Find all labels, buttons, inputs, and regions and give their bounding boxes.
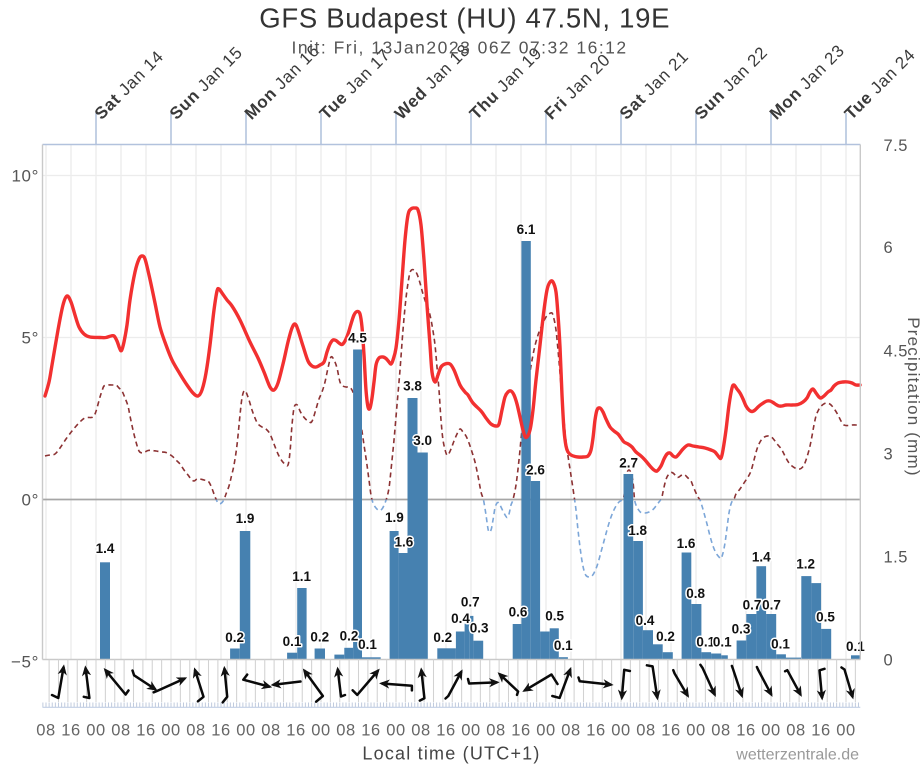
svg-text:0.1: 0.1 (696, 634, 715, 649)
svg-text:2.7: 2.7 (619, 456, 638, 471)
svg-text:1.9: 1.9 (385, 510, 404, 525)
svg-text:1.6: 1.6 (677, 536, 696, 551)
svg-text:1.5: 1.5 (884, 548, 908, 566)
svg-text:00: 00 (611, 722, 631, 740)
svg-text:08: 08 (561, 722, 581, 740)
svg-text:Precipitation (mm): Precipitation (mm) (904, 317, 921, 477)
svg-text:0.1: 0.1 (554, 638, 573, 653)
svg-text:0.2: 0.2 (433, 630, 452, 645)
svg-text:08: 08 (486, 722, 506, 740)
svg-text:4.5: 4.5 (348, 331, 367, 346)
svg-text:wetterzentrale.de: wetterzentrale.de (735, 747, 859, 764)
svg-text:1.9: 1.9 (236, 511, 255, 526)
svg-text:1.1: 1.1 (292, 569, 311, 584)
svg-text:08: 08 (636, 722, 656, 740)
svg-text:6: 6 (884, 239, 894, 257)
svg-text:16: 16 (736, 722, 756, 740)
svg-text:1.4: 1.4 (96, 541, 115, 556)
svg-text:3: 3 (884, 445, 894, 463)
svg-text:0.6: 0.6 (509, 604, 528, 619)
svg-text:16: 16 (211, 722, 231, 740)
svg-text:0.1: 0.1 (771, 636, 790, 651)
svg-text:0.2: 0.2 (656, 629, 675, 644)
svg-text:08: 08 (261, 722, 281, 740)
svg-text:Local time (UTC+1): Local time (UTC+1) (362, 744, 540, 764)
svg-text:1.8: 1.8 (628, 523, 647, 538)
svg-text:16: 16 (436, 722, 456, 740)
svg-text:16: 16 (361, 722, 381, 740)
svg-text:00: 00 (686, 722, 706, 740)
svg-text:0°: 0° (22, 491, 39, 510)
svg-text:1.4: 1.4 (752, 550, 771, 565)
svg-text:0.7: 0.7 (743, 598, 762, 613)
svg-text:16: 16 (136, 722, 156, 740)
svg-text:0.4: 0.4 (451, 611, 470, 626)
svg-text:00: 00 (536, 722, 556, 740)
svg-text:10°: 10° (11, 167, 39, 186)
svg-text:1.6: 1.6 (395, 535, 414, 550)
svg-text:08: 08 (36, 722, 56, 740)
svg-text:GFS Budapest (HU) 47.5N, 19E: GFS Budapest (HU) 47.5N, 19E (259, 3, 670, 34)
svg-text:00: 00 (461, 722, 481, 740)
svg-text:16: 16 (61, 722, 81, 740)
svg-text:0.5: 0.5 (545, 609, 564, 624)
svg-text:0.1: 0.1 (358, 637, 377, 652)
svg-text:00: 00 (386, 722, 406, 740)
svg-text:3.0: 3.0 (413, 433, 432, 448)
svg-text:7.5: 7.5 (884, 137, 908, 155)
svg-text:00: 00 (761, 722, 781, 740)
svg-text:0.7: 0.7 (762, 598, 781, 613)
svg-text:16: 16 (586, 722, 606, 740)
svg-text:16: 16 (511, 722, 531, 740)
svg-text:00: 00 (836, 722, 856, 740)
svg-text:08: 08 (411, 722, 431, 740)
svg-text:6.1: 6.1 (517, 222, 536, 237)
svg-text:16: 16 (811, 722, 831, 740)
svg-text:0.4: 0.4 (636, 613, 655, 628)
svg-text:0.5: 0.5 (816, 610, 835, 625)
svg-text:08: 08 (186, 722, 206, 740)
svg-text:0.7: 0.7 (461, 594, 480, 609)
svg-text:00: 00 (161, 722, 181, 740)
svg-text:0: 0 (884, 652, 894, 670)
svg-text:5°: 5° (22, 329, 39, 348)
svg-text:0.3: 0.3 (470, 621, 489, 636)
svg-text:0.2: 0.2 (310, 630, 329, 645)
svg-text:00: 00 (86, 722, 106, 740)
svg-text:0.2: 0.2 (225, 630, 244, 645)
svg-text:0.1: 0.1 (846, 639, 865, 654)
svg-text:08: 08 (111, 722, 131, 740)
svg-text:08: 08 (336, 722, 356, 740)
svg-text:0.3: 0.3 (732, 622, 751, 637)
svg-text:16: 16 (286, 722, 306, 740)
svg-text:08: 08 (786, 722, 806, 740)
svg-text:2.6: 2.6 (526, 463, 545, 478)
svg-text:00: 00 (311, 722, 331, 740)
svg-text:0.2: 0.2 (340, 629, 359, 644)
svg-text:4.5: 4.5 (884, 342, 908, 360)
svg-text:0.1: 0.1 (713, 634, 732, 649)
svg-text:00: 00 (236, 722, 256, 740)
svg-text:−5°: −5° (11, 653, 39, 672)
svg-text:Init: Fri, 13Jan2023 06Z 07:32: Init: Fri, 13Jan2023 06Z 07:32 16:12 (292, 38, 628, 58)
svg-text:0.8: 0.8 (686, 586, 705, 601)
svg-text:1.2: 1.2 (796, 557, 815, 572)
svg-text:0.1: 0.1 (283, 634, 302, 649)
svg-text:08: 08 (711, 722, 731, 740)
svg-text:3.8: 3.8 (403, 379, 422, 394)
svg-text:16: 16 (661, 722, 681, 740)
